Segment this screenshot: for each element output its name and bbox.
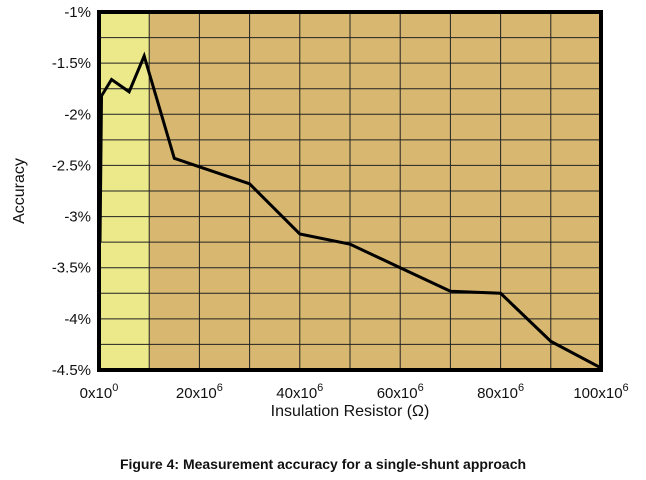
y-tick-label: -3.5% [52,260,91,277]
y-tick-label: -4% [64,311,91,328]
x-tick-label: 80x106 [477,382,524,402]
y-tick-label: -4.5% [52,362,91,379]
y-axis-label: Accuracy [11,158,28,224]
y-tick-label: -2% [64,106,91,123]
series-line [98,51,602,370]
x-tick-label: 0x100 [80,382,119,402]
y-tick-label: -1.5% [52,55,91,72]
y-tick-label: -2.5% [52,157,91,174]
y-tick-label: -3% [64,209,91,226]
figure-caption: Figure 4: Measurement accuracy for a sin… [119,456,527,472]
x-axis-label: Insulation Resistor (Ω) [271,403,430,420]
y-tick-label: -1% [64,4,91,21]
x-tick-label: 60x106 [377,382,424,402]
plot-frame [97,10,603,372]
x-tick-label: 40x106 [276,382,323,402]
x-tick-label: 20x106 [176,382,223,402]
x-tick-label: 100x106 [573,382,628,402]
